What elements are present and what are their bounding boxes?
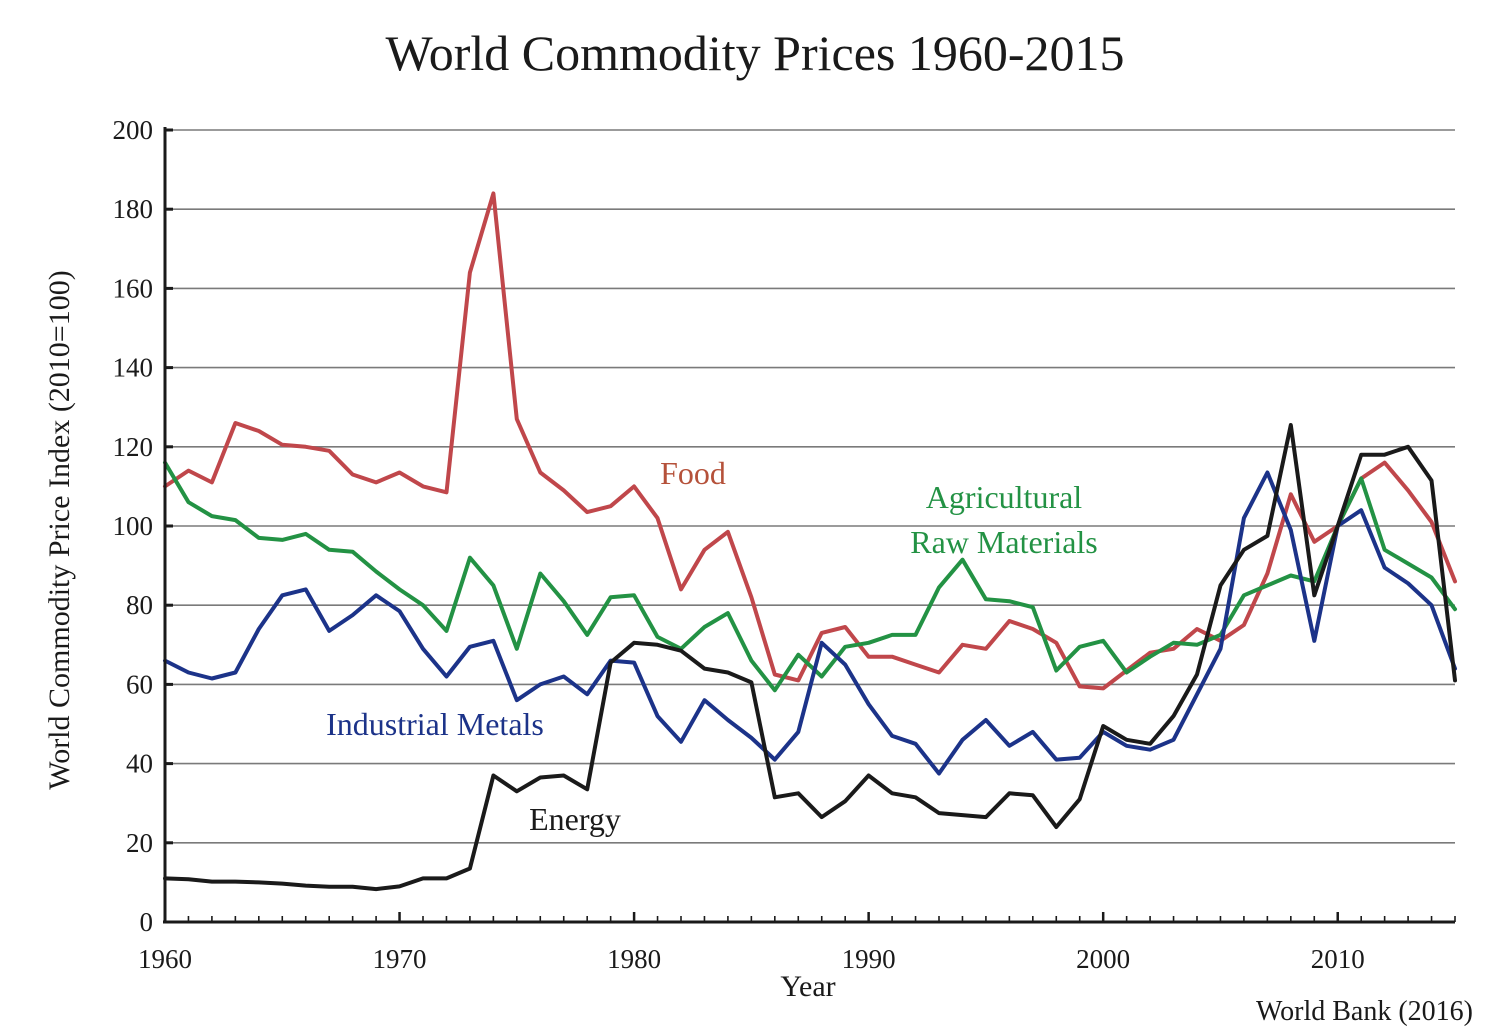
- y-axis-ticks: 0 20 40 60 80 100 120 140 160 180 200: [113, 115, 173, 937]
- x-tick-label-1990: 1990: [842, 944, 896, 974]
- series-line-food: [163, 191, 1457, 691]
- x-axis-label: Year: [780, 970, 835, 1003]
- y-tick-label-140: 140: [113, 353, 154, 383]
- energy-series-label: Energy: [529, 801, 621, 837]
- y-tick-label-40: 40: [126, 749, 153, 779]
- y-tick-label-160: 160: [113, 273, 154, 303]
- series-line-energy: [163, 423, 1457, 892]
- food-series-label: Food: [660, 455, 726, 491]
- agricultural-series-label-line2: Raw Materials: [910, 524, 1098, 560]
- y-tick-label-120: 120: [113, 432, 154, 462]
- y-tick-label-200: 200: [113, 115, 154, 145]
- chart-title: World Commodity Prices 1960-2015: [386, 25, 1125, 81]
- y-tick-label-20: 20: [126, 828, 153, 858]
- y-tick-label-60: 60: [126, 669, 153, 699]
- series-line-industrial-metals: [163, 470, 1457, 776]
- y-axis-label: World Commodity Price Index (2010=100): [43, 270, 76, 789]
- x-tick-label-1960: 1960: [138, 944, 192, 974]
- x-tick-label-1970: 1970: [373, 944, 427, 974]
- grid-lines: [165, 129, 1455, 844]
- agricultural-series-label-line1: Agricultural: [926, 479, 1083, 515]
- y-tick-label-180: 180: [113, 194, 154, 224]
- series-lines: [163, 191, 1457, 892]
- series-line-agricultural-raw-materials: [163, 460, 1457, 693]
- x-tick-label-1980: 1980: [607, 944, 661, 974]
- x-tick-label-2010: 2010: [1311, 944, 1365, 974]
- x-tick-label-2000: 2000: [1076, 944, 1130, 974]
- source-note: World Bank (2016): [1256, 996, 1473, 1027]
- y-tick-label-0: 0: [140, 907, 154, 937]
- industrial-metals-series-label: Industrial Metals: [326, 706, 544, 742]
- y-tick-label-80: 80: [126, 590, 153, 620]
- x-axis-ticks: 1960 1970 1980 1990 2000 2010: [138, 912, 1456, 974]
- y-tick-label-100: 100: [113, 511, 154, 541]
